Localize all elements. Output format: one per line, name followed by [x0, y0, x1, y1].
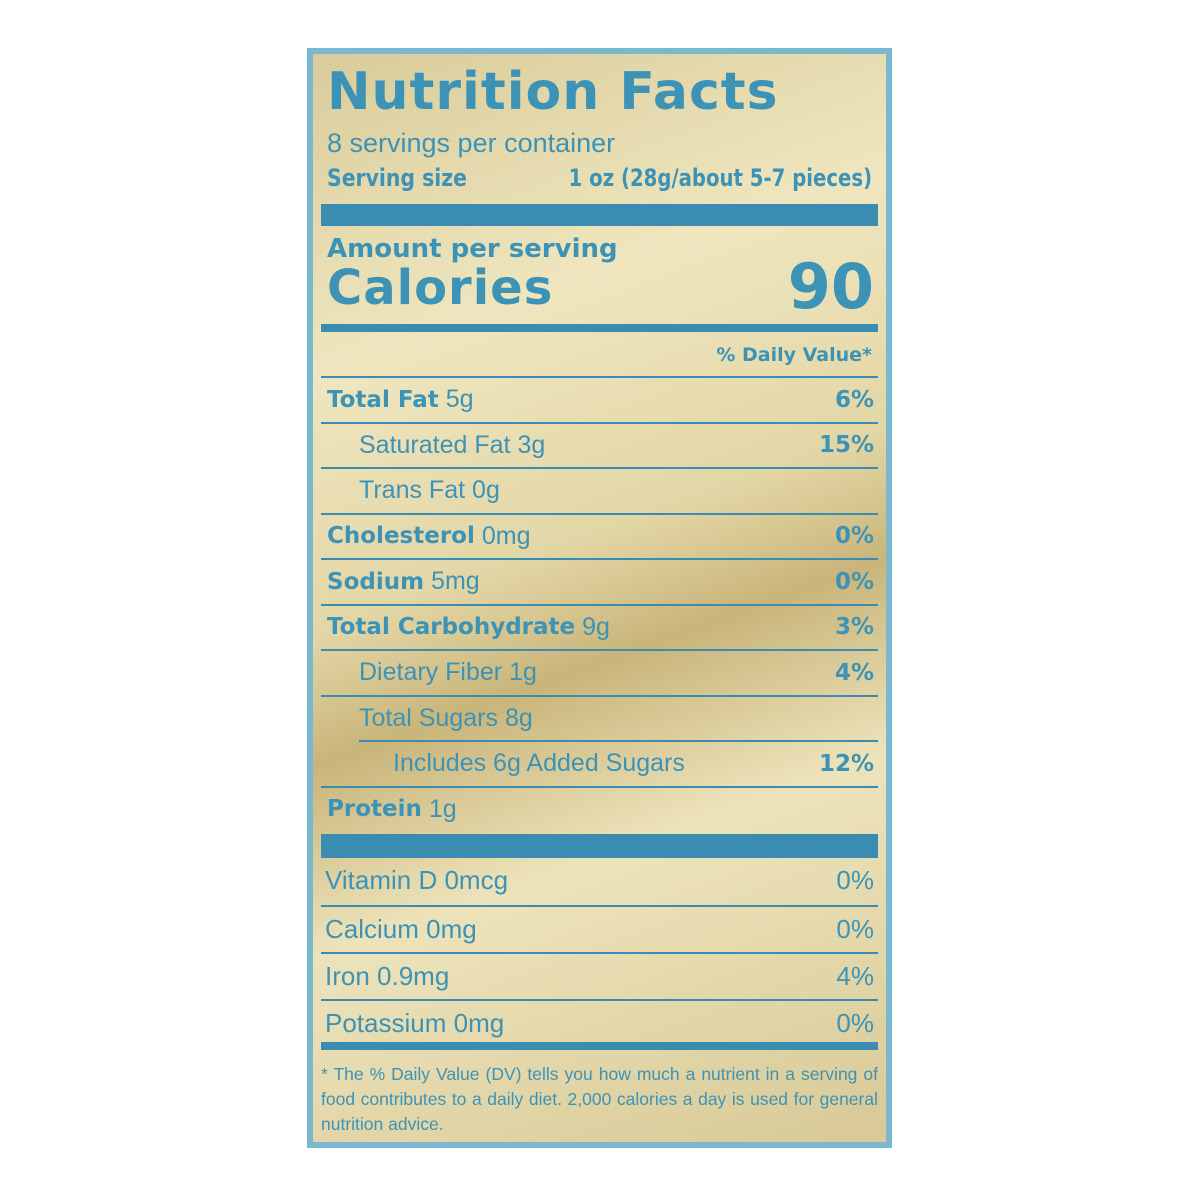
daily-value: 4%: [836, 961, 874, 991]
nutrient-row: Trans Fat 0g: [321, 467, 878, 513]
vitamin-row: Potassium 0mg 0%: [321, 999, 878, 1046]
nutrient-amount: 8g: [504, 703, 533, 732]
nutrient-amount: 5g: [445, 385, 474, 414]
daily-value: 0%: [836, 865, 874, 895]
medium-divider: [321, 324, 878, 332]
calories-label: Calories: [327, 260, 554, 316]
vitamin-name: Calcium 0mg: [325, 914, 477, 944]
nutrition-label: Nutrition Facts 8 servings per container…: [307, 48, 892, 1148]
daily-value: 0%: [836, 1008, 874, 1038]
thick-divider: [321, 834, 878, 858]
vitamin-name: Iron 0.9mg: [325, 961, 450, 991]
nutrient-row: Includes 6g Added Sugars 12%: [359, 740, 878, 786]
thick-divider: [321, 204, 878, 226]
nutrient-amount: 5mg: [431, 567, 480, 596]
nutrient-name: Total Sugars: [359, 703, 498, 732]
nutrient-row: Total Carbohydrate 9g 3%: [321, 603, 878, 650]
nutrient-row: Total Fat 5g 6%: [321, 376, 878, 422]
calories-value: 90: [787, 250, 874, 323]
nutrient-name: Dietary Fiber: [359, 658, 503, 687]
nutrient-row: Cholesterol 0mg 0%: [321, 512, 878, 559]
nutrient-name: Cholesterol: [327, 523, 475, 550]
daily-value: 15%: [818, 432, 874, 459]
vitamin-row: Iron 0.9mg 4%: [321, 952, 878, 999]
nutrient-row: Protein 1g: [321, 785, 878, 832]
nutrient-amount: 0mg: [481, 521, 531, 550]
daily-value: 4%: [834, 659, 874, 686]
daily-value: 12%: [818, 750, 874, 777]
vitamin-row: Vitamin D 0mcg 0%: [321, 858, 878, 903]
nutrient-name: Includes 6g Added Sugars: [393, 749, 685, 778]
nutrient-row: Sodium 5mg 0%: [321, 558, 878, 604]
medium-divider: [321, 1042, 878, 1050]
nutrient-amount: 0g: [472, 476, 500, 505]
vitamin-name: Vitamin D 0mcg: [325, 865, 509, 895]
nutrient-name: Total Carbohydrate: [327, 614, 576, 641]
daily-value: 0%: [836, 914, 874, 944]
dv-header: % Daily Value*: [716, 344, 872, 366]
vitamin-row: Calcium 0mg 0%: [321, 905, 878, 952]
servings: 8 servings per container: [327, 128, 616, 158]
nutrient-row: Saturated Fat 3g 15%: [321, 421, 878, 468]
vitamin-name: Potassium 0mg: [325, 1008, 505, 1038]
nutrient-row: Total Sugars 8g: [321, 694, 878, 741]
nutrient-amount: 9g: [582, 612, 610, 641]
daily-value: 0%: [834, 523, 874, 550]
nutrient-row: Dietary Fiber 1g 4%: [321, 649, 878, 695]
serving-size-label: Serving size: [327, 164, 467, 192]
nutrient-name: Saturated Fat: [359, 430, 511, 459]
nutrient-amount: 3g: [517, 430, 546, 459]
daily-value: 0%: [834, 568, 874, 595]
nutrient-name: Trans Fat: [359, 476, 466, 505]
nutrient-name: Protein: [327, 796, 422, 823]
nutrient-name: Sodium: [327, 568, 425, 595]
title: Nutrition Facts: [327, 62, 779, 122]
serving-size-value: 1 oz (28g/about 5-7 pieces): [568, 164, 872, 192]
amount-per-serving: Amount per serving: [327, 234, 618, 264]
daily-value: 6%: [834, 386, 874, 413]
footnote: * The % Daily Value (DV) tells you how m…: [321, 1064, 878, 1134]
nutrient-amount: 1g: [428, 794, 457, 823]
nutrient-amount: 1g: [509, 658, 537, 687]
daily-value: 3%: [834, 614, 874, 641]
nutrient-name: Total Fat: [327, 386, 439, 413]
